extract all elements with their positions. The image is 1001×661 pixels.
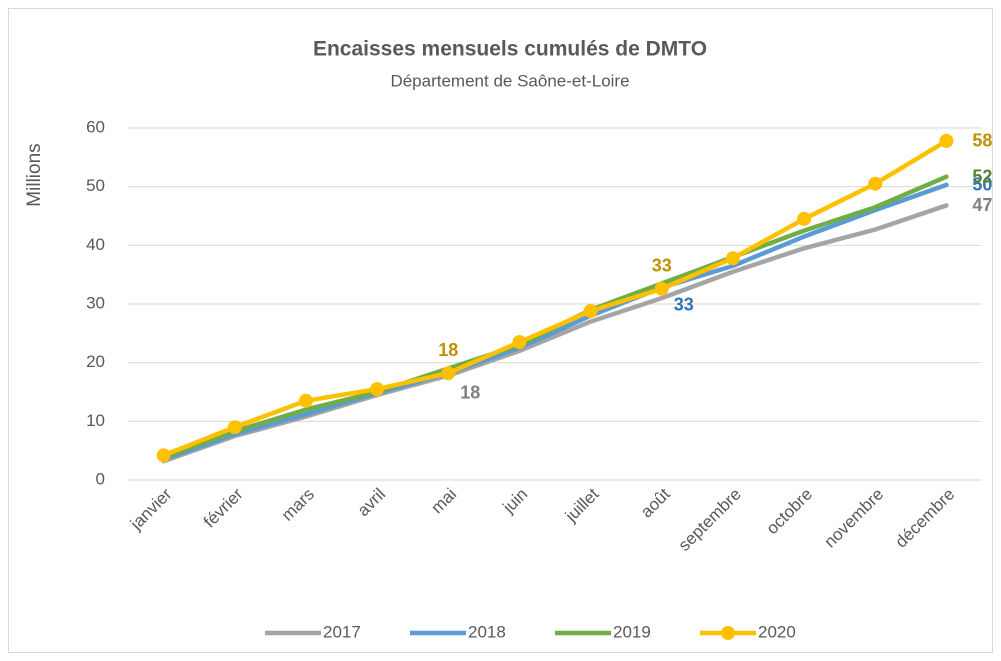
legend-label: 2020 [758, 622, 796, 641]
legend-label: 2018 [468, 622, 506, 641]
y-tick-label: 50 [86, 176, 105, 195]
point-marker [939, 133, 954, 148]
y-tick-label: 30 [86, 293, 105, 312]
legend-marker [721, 626, 735, 640]
legend-label: 2017 [323, 622, 361, 641]
chart-frame [8, 8, 993, 653]
y-tick-label: 0 [96, 469, 105, 488]
series-line [161, 138, 949, 458]
point-marker [298, 393, 313, 408]
y-tick-label: 10 [86, 411, 105, 430]
point-marker [797, 211, 812, 226]
y-tick-label: 20 [86, 352, 105, 371]
point-marker [583, 304, 598, 319]
point-marker [370, 382, 385, 397]
data-label: 47 [972, 195, 992, 215]
legend-label: 2019 [613, 622, 651, 641]
point-marker [654, 281, 669, 296]
data-label: 33 [674, 294, 694, 314]
chart-title: Encaisses mensuels cumulés de DMTO [313, 38, 707, 61]
data-label: 50 [972, 175, 992, 195]
data-label: 18 [438, 340, 458, 360]
point-marker [227, 420, 242, 435]
y-tick-label: 60 [86, 117, 105, 136]
point-marker [156, 448, 171, 463]
data-label: 18 [460, 382, 480, 402]
data-label: 58 [972, 131, 992, 151]
point-marker [725, 251, 740, 266]
data-label: 33 [652, 255, 672, 275]
series-line [161, 182, 949, 462]
y-axis-label: Millions [24, 143, 45, 206]
data-label: 52 [972, 166, 992, 186]
chart-subtitle: Département de Saône-et-Loire [390, 71, 629, 90]
point-marker [868, 176, 883, 191]
y-tick-label: 40 [86, 235, 105, 254]
point-marker [441, 366, 456, 381]
point-marker [512, 335, 527, 350]
